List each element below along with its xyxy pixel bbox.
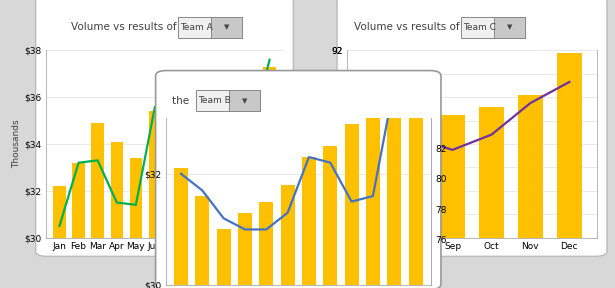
Text: ▼: ▼ — [507, 24, 512, 30]
Bar — [238, 213, 252, 288]
Bar — [168, 158, 180, 288]
Bar — [408, 57, 423, 288]
Bar — [54, 186, 66, 288]
Bar — [225, 116, 237, 288]
Bar — [302, 157, 316, 288]
Bar — [244, 104, 256, 288]
Bar — [280, 185, 295, 288]
Bar — [440, 115, 465, 288]
Bar — [401, 144, 426, 288]
Bar — [518, 95, 543, 288]
Y-axis label: Thousands: Thousands — [12, 120, 22, 168]
Bar — [216, 230, 231, 288]
Text: Team A: Team A — [180, 23, 213, 32]
Bar — [479, 107, 504, 288]
Bar — [130, 158, 142, 288]
Text: Team B: Team B — [198, 96, 231, 105]
Bar — [73, 163, 85, 288]
Bar — [196, 196, 209, 288]
Bar — [344, 124, 359, 288]
Text: ▼: ▼ — [242, 98, 247, 104]
Bar — [387, 85, 401, 288]
Bar — [362, 132, 387, 288]
Bar — [92, 123, 104, 288]
Bar — [111, 142, 123, 288]
Text: Volume vs results of the: Volume vs results of the — [71, 22, 200, 32]
Bar — [323, 146, 337, 288]
Text: the: the — [172, 96, 196, 106]
Bar — [260, 202, 273, 288]
Bar — [557, 53, 582, 288]
Bar — [366, 113, 380, 288]
Bar — [187, 135, 199, 288]
Text: Volume vs results of the: Volume vs results of the — [354, 22, 483, 32]
Bar — [149, 111, 161, 288]
Text: ▼: ▼ — [224, 24, 229, 30]
Bar — [174, 168, 188, 288]
Bar — [263, 67, 276, 288]
Text: Team C: Team C — [463, 23, 496, 32]
Bar — [206, 156, 218, 288]
